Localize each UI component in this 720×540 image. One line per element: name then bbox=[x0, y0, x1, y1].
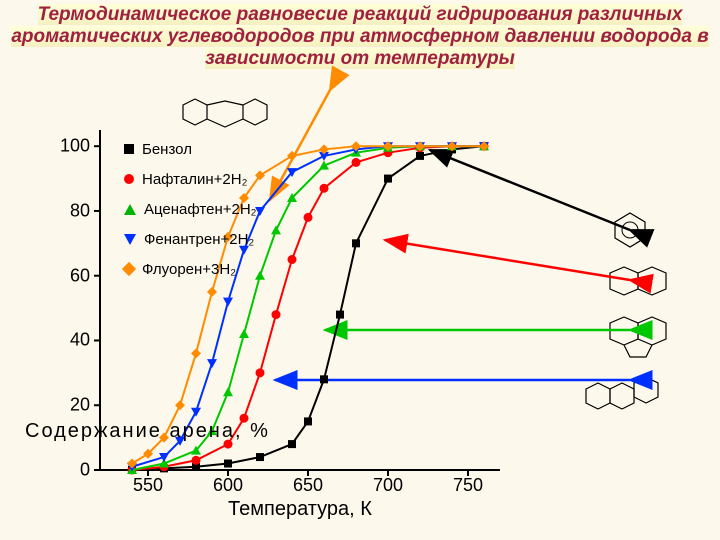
y-tick-label: 80 bbox=[50, 200, 90, 221]
legend-label: Флуорен+3H₂ bbox=[142, 261, 236, 278]
circle-icon bbox=[124, 174, 134, 184]
title-text: Термодинамическое равновесие реакций гид… bbox=[11, 4, 708, 69]
legend-item-acenaphthene: Аценафтен+2H₂ bbox=[124, 194, 257, 224]
square-icon bbox=[124, 144, 134, 154]
x-tick-label: 550 bbox=[123, 475, 173, 496]
diamond-icon bbox=[122, 262, 136, 276]
legend-item-benzene: Бензол bbox=[124, 134, 257, 164]
y-tick-label: 60 bbox=[50, 265, 90, 286]
legend-label: Нафталин+2H₂ bbox=[142, 171, 247, 188]
x-tick-label: 600 bbox=[203, 475, 253, 496]
x-axis-title: Температура, К bbox=[100, 498, 500, 521]
y-tick-label: 40 bbox=[50, 330, 90, 351]
legend-item-naphthalene: Нафталин+2H₂ bbox=[124, 164, 257, 194]
legend-item-phenanthrene: Фенантрен+2H₂ bbox=[124, 224, 257, 254]
legend: Бензол Нафталин+2H₂ Аценафтен+2H₂ Фенант… bbox=[124, 134, 257, 284]
triangle-down-icon bbox=[124, 234, 136, 245]
legend-label: Аценафтен+2H₂ bbox=[144, 201, 257, 218]
legend-item-fluorene: Флуорен+3H₂ bbox=[124, 254, 257, 284]
chart: Бензол Нафталин+2H₂ Аценафтен+2H₂ Фенант… bbox=[100, 130, 500, 470]
x-tick-label: 650 bbox=[283, 475, 333, 496]
y-tick-label: 20 bbox=[50, 395, 90, 416]
fluorene-molecule-top bbox=[175, 95, 275, 135]
benzene-molecule bbox=[610, 210, 670, 250]
legend-label: Фенантрен+2H₂ bbox=[144, 231, 254, 248]
x-tick-label: 750 bbox=[443, 475, 493, 496]
legend-label: Бензол bbox=[142, 141, 192, 158]
page-title: Термодинамическое равновесие реакций гид… bbox=[0, 0, 720, 72]
x-tick-label: 700 bbox=[363, 475, 413, 496]
naphthalene-molecule bbox=[600, 265, 670, 305]
y-tick-label: 100 bbox=[50, 136, 90, 157]
y-axis-title: Содержание арена, % bbox=[25, 420, 270, 443]
acenaphthene-molecule bbox=[600, 315, 670, 355]
triangle-up-icon bbox=[124, 204, 136, 215]
y-tick-label: 0 bbox=[50, 460, 90, 481]
